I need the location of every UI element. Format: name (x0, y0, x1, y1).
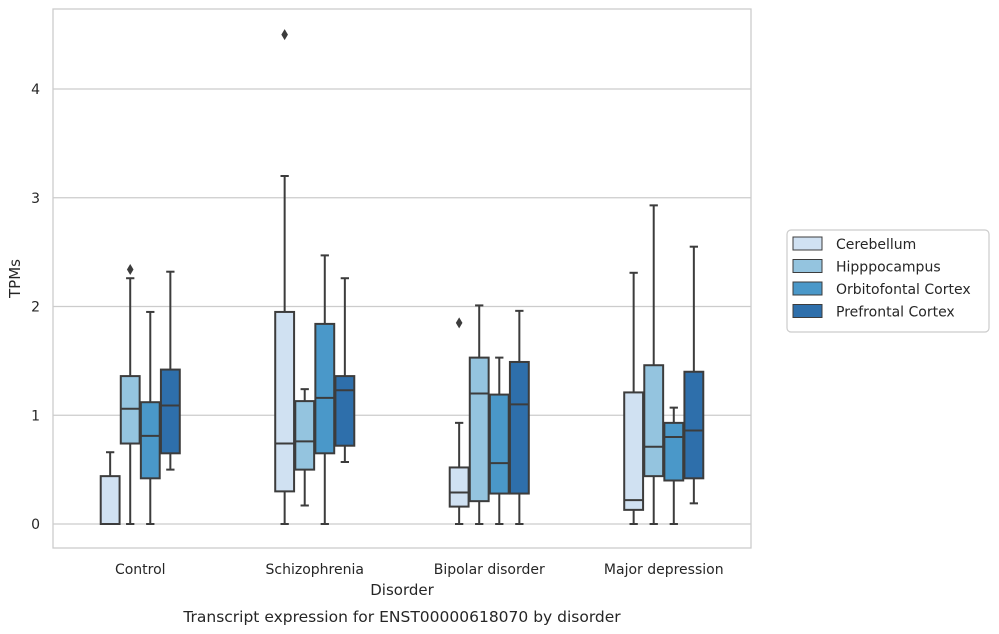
box-body (314, 322, 336, 455)
box (314, 254, 336, 525)
box-body (99, 475, 121, 525)
legend-label: Prefrontal Cortex (836, 305, 955, 321)
x-tick-label: Schizophrenia (266, 562, 364, 578)
chart-title: Transcript expression for ENST0000061807… (182, 608, 621, 626)
legend-label: Orbitofontal Cortex (836, 282, 971, 298)
y-tick-label: 3 (31, 191, 40, 207)
box (623, 271, 645, 525)
box-series (99, 29, 705, 525)
plot-frame (52, 8, 752, 549)
box-body (119, 375, 141, 445)
y-tick-label: 4 (31, 82, 40, 98)
box-body (643, 364, 665, 478)
box (294, 388, 316, 507)
x-axis-label: Disorder (370, 581, 434, 599)
box (159, 270, 181, 471)
box (488, 356, 510, 525)
box-body (294, 400, 316, 471)
y-tick-label: 1 (31, 408, 40, 424)
x-tick-label: Bipolar disorder (434, 562, 545, 578)
box (274, 29, 296, 525)
box-body (683, 370, 705, 480)
box-body (623, 391, 645, 511)
box (448, 317, 470, 525)
legend-label: Cerebellum (836, 237, 916, 253)
legend-swatch (792, 281, 823, 296)
x-tick-label: Major depression (604, 562, 724, 578)
box-body (448, 466, 470, 508)
box-body (663, 421, 685, 482)
box (683, 245, 705, 505)
y-tick-label: 2 (31, 300, 40, 316)
y-axis-label: TPMs (6, 259, 24, 299)
box-body (274, 310, 296, 493)
x-tick-label: Control (115, 562, 166, 578)
series-cerebellum (99, 29, 645, 525)
box-body (159, 368, 181, 455)
series-prefrontal-cortex (159, 245, 705, 525)
y-tick-labels: 0 1 2 3 4 (31, 82, 40, 533)
box-body (488, 393, 510, 495)
series-orbitofontal-cortex (139, 254, 685, 525)
outlier-point (281, 29, 288, 41)
box (643, 204, 665, 525)
box (119, 264, 141, 525)
outlier-point (455, 317, 463, 329)
legend-frame (786, 229, 990, 333)
box-body (334, 375, 356, 447)
legend-swatch (792, 236, 823, 251)
box-body (508, 360, 530, 495)
box (663, 406, 685, 525)
outlier-point (126, 264, 134, 276)
y-tick-label: 0 (31, 517, 40, 533)
box (334, 277, 356, 464)
box (468, 304, 490, 525)
legend-label: Hipppocampus (836, 260, 941, 276)
box (99, 451, 121, 525)
series-hipppocampus (119, 204, 665, 525)
x-tick-labels: Control Schizophrenia Bipolar disorder Majo… (115, 562, 724, 578)
box (508, 309, 530, 525)
legend-swatch (792, 304, 823, 318)
box (139, 310, 161, 525)
box-body (468, 356, 490, 503)
legend-swatch (792, 259, 823, 273)
legend: Cerebellum Hipppocampus Orbitofontal Corte… (786, 229, 990, 333)
box-body (139, 401, 161, 480)
